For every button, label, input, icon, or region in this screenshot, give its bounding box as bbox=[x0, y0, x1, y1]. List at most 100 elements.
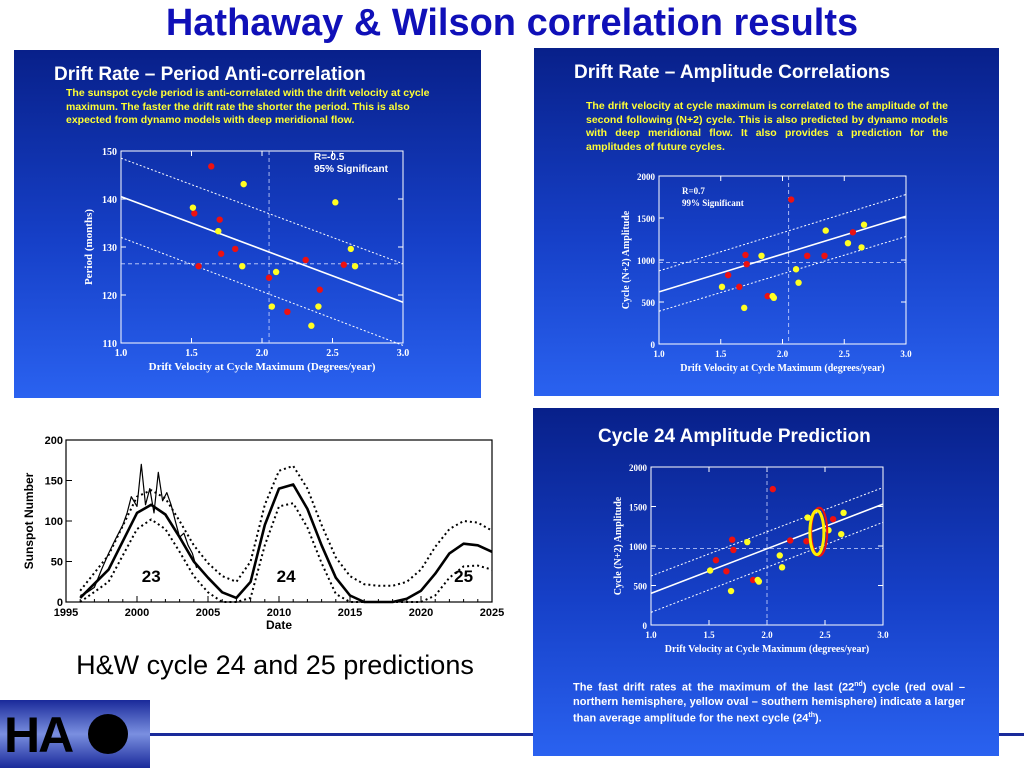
yellow-point bbox=[778, 564, 786, 571]
sunspot-x-tick-label: 2025 bbox=[480, 607, 504, 619]
yellow-point bbox=[240, 180, 247, 188]
yellow-point bbox=[792, 266, 800, 273]
yellow-point bbox=[844, 240, 852, 247]
red-point bbox=[787, 196, 795, 203]
x-axis-label: Drift Velocity at Cycle Maximum (degrees… bbox=[680, 363, 884, 374]
yellow-point bbox=[840, 509, 847, 517]
sunspot-chart: 1995 2000 2005 2010 2015 2020 2025 0 50 100 150 200… bbox=[22, 435, 504, 632]
yellow-point bbox=[758, 252, 765, 259]
slide-title: Hathaway & Wilson correlation results bbox=[165, 2, 859, 44]
cycle-label: 23 bbox=[142, 567, 161, 586]
y-tick-label: 1500 bbox=[637, 214, 656, 224]
panel-cycle24-title: Cycle 24 Amplitude Prediction bbox=[598, 426, 871, 447]
yellow-oval bbox=[808, 509, 826, 557]
yellow-point bbox=[215, 227, 222, 235]
sunspot-upper-line bbox=[79, 464, 493, 592]
x-tick-label: 1.5 bbox=[703, 630, 715, 640]
drift-period-chart: 1.0 1.5 2.0 2.5 3.0 110 120 130 140 150 Drift Velo… bbox=[83, 147, 410, 373]
panel-drift-amplitude-text: The drift velocity at cycle maximum is c… bbox=[586, 100, 948, 153]
panel-drift-amplitude: Drift Rate – Amplitude Correlations The … bbox=[534, 48, 999, 396]
y-tick-label: 1000 bbox=[629, 542, 648, 552]
y-tick-label: 150 bbox=[102, 147, 117, 158]
cycle24-text-c: ). bbox=[814, 712, 822, 725]
sunspot-prediction-line bbox=[79, 483, 493, 604]
annotation-text: R=0.7 bbox=[682, 186, 705, 196]
x-tick-label: 3.0 bbox=[397, 348, 410, 359]
panel-cycle24-text: The fast drift rates at the maximum of t… bbox=[573, 678, 965, 725]
yellow-point bbox=[706, 567, 714, 574]
red-point bbox=[316, 286, 324, 293]
red-point bbox=[217, 250, 225, 257]
yellow-point bbox=[347, 245, 355, 253]
yellow-point bbox=[755, 578, 763, 585]
sunspot-x-axis-label: Date bbox=[266, 618, 292, 632]
footer-rule-right bbox=[999, 733, 1024, 736]
lower-bound-line bbox=[650, 521, 884, 613]
yellow-point bbox=[332, 199, 339, 206]
x-tick-label: 2.5 bbox=[326, 348, 339, 359]
sunspot-y-axis-label: Sunspot Number bbox=[22, 472, 36, 569]
x-tick-label: 2.5 bbox=[839, 349, 851, 359]
red-point bbox=[302, 256, 309, 264]
cycle24-chart: 1.0 1.5 2.0 2.5 3.0 0 500 1000 1500 2000 Drift Vel… bbox=[613, 463, 889, 655]
sunspot-x-tick-label: 2015 bbox=[338, 607, 362, 619]
footer-rule bbox=[150, 733, 533, 736]
red-point bbox=[769, 485, 776, 493]
red-point bbox=[730, 546, 737, 554]
yellow-point bbox=[727, 587, 735, 595]
annotation-text: 95% Significant bbox=[314, 164, 389, 175]
cycle24-text-sup1: nd bbox=[854, 681, 863, 688]
hao-logo-text: HA bbox=[4, 707, 74, 763]
red-point bbox=[340, 261, 347, 268]
x-axis-label: Drift Velocity at Cycle Maximum (degrees… bbox=[665, 644, 869, 655]
red-point bbox=[724, 271, 732, 279]
x-tick-label: 2.5 bbox=[819, 630, 831, 640]
fit-line bbox=[650, 503, 884, 595]
x-tick-label: 1.5 bbox=[715, 349, 727, 359]
x-tick-label: 2.0 bbox=[777, 349, 789, 359]
predictions-caption: H&W cycle 24 and 25 predictions bbox=[76, 650, 474, 680]
upper-bound-line bbox=[658, 194, 907, 272]
red-point bbox=[764, 292, 771, 300]
sunspot-x-tick-label: 2010 bbox=[267, 607, 291, 619]
y-tick-label: 120 bbox=[102, 291, 117, 302]
y-axis-label: Cycle (N+2) Amplitude bbox=[621, 210, 632, 309]
sunspot-chart-box: 1995 2000 2005 2010 2015 2020 2025 0 50 100 150 200… bbox=[14, 426, 510, 640]
yellow-point bbox=[838, 530, 845, 538]
yellow-point bbox=[268, 303, 276, 310]
y-tick-label: 2000 bbox=[637, 172, 656, 182]
y-tick-label: 1000 bbox=[637, 256, 656, 266]
sunspot-x-tick-label: 2020 bbox=[409, 607, 433, 619]
red-point bbox=[749, 576, 757, 584]
x-axis-label: Drift Velocity at Cycle Maximum (Degrees… bbox=[149, 361, 376, 373]
yellow-point bbox=[858, 244, 865, 251]
sunspot-lower-line bbox=[79, 502, 493, 603]
sunspot-x-tick-label: 1995 bbox=[54, 607, 78, 619]
yellow-point bbox=[822, 227, 829, 234]
red-point bbox=[743, 261, 750, 268]
yellow-point bbox=[804, 514, 811, 521]
red-point bbox=[208, 163, 215, 170]
yellow-point bbox=[795, 279, 802, 286]
lower-bound-line bbox=[658, 236, 907, 312]
yellow-point bbox=[351, 263, 359, 270]
x-tick-label: 1.0 bbox=[653, 349, 665, 359]
yellow-point bbox=[718, 283, 726, 291]
cycle24-text-a: The fast drift rates at the maximum of t… bbox=[573, 681, 855, 694]
red-point bbox=[787, 537, 794, 544]
cycle24-text-sup2: th bbox=[808, 711, 815, 719]
annotation-text: R=-0.5 bbox=[314, 152, 345, 163]
x-tick-label: 1.0 bbox=[115, 348, 128, 359]
x-tick-label: 2.0 bbox=[761, 630, 773, 640]
y-axis-label: Cycle (N+2) Amplitude bbox=[613, 496, 624, 595]
fit-line bbox=[120, 195, 404, 303]
hao-logo-dot bbox=[88, 714, 128, 754]
hao-logo: HA bbox=[0, 700, 150, 768]
yellow-point bbox=[189, 204, 197, 211]
red-point bbox=[829, 515, 837, 523]
red-point bbox=[723, 568, 730, 575]
y-tick-label: 0 bbox=[643, 621, 648, 631]
red-point bbox=[265, 274, 273, 281]
upper-bound-line bbox=[650, 487, 884, 577]
red-point bbox=[284, 308, 291, 315]
